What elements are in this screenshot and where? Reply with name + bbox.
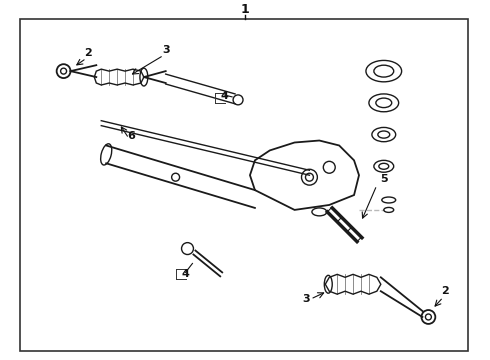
- Text: 6: 6: [127, 131, 135, 140]
- Text: 5: 5: [380, 174, 388, 184]
- Text: 2: 2: [441, 286, 449, 296]
- FancyBboxPatch shape: [20, 19, 468, 351]
- Text: 4: 4: [220, 91, 228, 101]
- Text: 3: 3: [303, 294, 310, 304]
- Text: 1: 1: [241, 3, 249, 16]
- Text: 4: 4: [182, 269, 190, 279]
- Text: 3: 3: [162, 45, 170, 55]
- Text: 2: 2: [84, 48, 92, 58]
